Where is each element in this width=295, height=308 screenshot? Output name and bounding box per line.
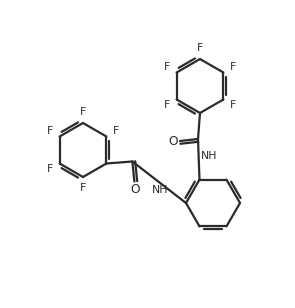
Text: O: O — [168, 135, 178, 148]
Text: F: F — [47, 126, 53, 136]
Text: F: F — [197, 43, 203, 53]
Text: F: F — [230, 62, 236, 72]
Text: F: F — [47, 164, 53, 174]
Text: F: F — [80, 183, 86, 193]
Text: F: F — [230, 100, 236, 110]
Text: F: F — [113, 126, 119, 136]
Text: F: F — [164, 100, 170, 110]
Text: F: F — [80, 107, 86, 117]
Text: O: O — [131, 183, 140, 196]
Text: F: F — [164, 62, 170, 72]
Text: NH: NH — [201, 151, 217, 161]
Text: NH: NH — [152, 185, 168, 195]
